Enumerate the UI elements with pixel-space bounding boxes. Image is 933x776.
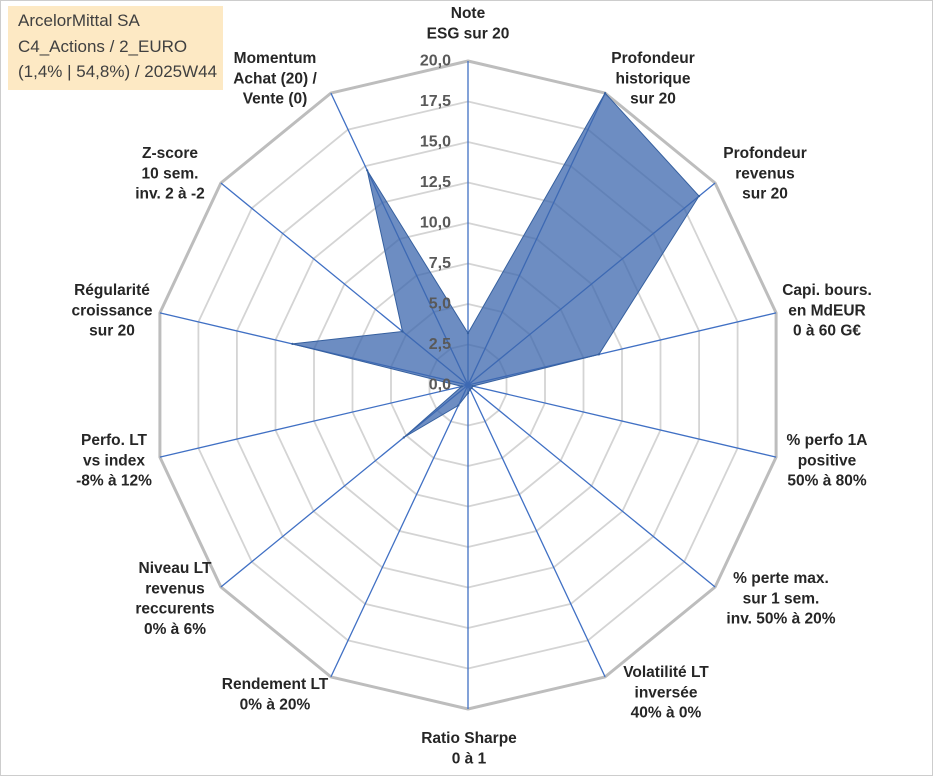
axis-label-line: Profondeur <box>611 50 695 67</box>
axis-label-line: Profondeur <box>723 145 807 162</box>
data-point <box>597 353 601 356</box>
axis-label: % perte max. sur 1 sem. inv. 50% à 20% <box>726 570 835 628</box>
chart-title: ArcelorMittal SA <box>18 11 140 30</box>
title-box: ArcelorMittal SA C4_Actions / 2_EURO (1,… <box>8 6 223 90</box>
axis-label: Volatilité LT inversée 40% à 0% <box>623 664 709 722</box>
axis-label: Ratio Sharpe 0 à 1 <box>421 730 517 767</box>
axis-label-line: inv. 50% à 20% <box>726 610 835 627</box>
axis-label: % perfo 1A positive 50% à 80% <box>787 432 868 490</box>
data-point <box>466 392 470 395</box>
axis-label: Perfo. LT vs index -8% à 12% <box>76 432 152 490</box>
chart-subtitle-line: C4_Actions / 2_EURO <box>18 36 188 56</box>
axis-label-line: revenus <box>145 580 204 597</box>
axis-spoke <box>467 384 716 588</box>
axis-label-line: Volatilité LT <box>623 664 709 681</box>
tick-label: 12,5 <box>420 174 451 191</box>
axis-label-line: sur 20 <box>89 322 135 339</box>
axis-label-line: Capi. bours. <box>782 282 872 299</box>
axis-spoke <box>467 384 777 458</box>
axis-label-line: Vente (0) <box>243 90 308 107</box>
axis-label-line: Z-score <box>142 145 198 162</box>
tick-label: 20,0 <box>420 53 451 70</box>
axis-label-line: 10 sem. <box>142 165 199 182</box>
axis-label-line: % perfo 1A <box>787 432 868 449</box>
axis-label-line: inv. 2 à -2 <box>135 185 205 202</box>
data-point <box>471 385 474 388</box>
axis-label-line: croissance <box>72 302 153 319</box>
axis-spoke <box>467 384 606 678</box>
data-point <box>466 332 470 335</box>
axis-label-line: 0 à 60 G€ <box>793 322 861 339</box>
axis-label-line: positive <box>798 452 857 469</box>
data-point <box>697 195 701 198</box>
tick-label: 15,0 <box>420 134 451 151</box>
axis-label-line: -8% à 12% <box>76 472 152 489</box>
radial-tick-labels: 0,0 2,5 5,0 7,5 10,0 12,5 15,0 17,5 20,0 <box>420 53 451 394</box>
axis-label-line: Perfo. LT <box>81 432 148 449</box>
axis-label: Z-score 10 sem. inv. 2 à -2 <box>135 145 205 203</box>
axis-label-line: vs index <box>83 452 145 469</box>
axis-label-line: 40% à 0% <box>631 704 702 721</box>
axis-labels: Note ESG sur 20 Profondeur historique sur 20… <box>72 5 872 767</box>
axis-label-line: Ratio Sharpe <box>421 730 517 747</box>
data-point <box>604 92 607 95</box>
data-point <box>460 385 463 388</box>
axis-label-line: 50% à 80% <box>787 472 866 489</box>
tick-label: 17,5 <box>420 93 451 110</box>
axis-spoke <box>159 384 469 458</box>
axis-label: Régularité croissance sur 20 <box>72 282 153 340</box>
axis-label-line: sur 1 sem. <box>743 590 820 607</box>
axis-label-line: Rendement LT <box>222 676 329 693</box>
data-point <box>457 404 460 407</box>
axis-label-line: sur 20 <box>742 185 788 202</box>
axis-label-line: sur 20 <box>630 90 676 107</box>
axis-label-line: Niveau LT <box>139 560 212 577</box>
axis-label-line: 0% à 20% <box>240 696 311 713</box>
axis-spoke <box>330 384 469 678</box>
data-series <box>291 92 701 439</box>
axis-label: Note ESG sur 20 <box>427 5 510 42</box>
tick-label: 7,5 <box>429 255 451 272</box>
axis-label: Profondeur revenus sur 20 <box>723 145 807 203</box>
axis-label-line: 0% à 6% <box>144 620 206 637</box>
data-point <box>366 169 369 172</box>
axis-label: Niveau LT revenus reccurents 0% à 6% <box>135 560 214 638</box>
tick-label: 5,0 <box>429 296 451 313</box>
axis-label-line: ESG sur 20 <box>427 25 510 42</box>
tick-label: 0,0 <box>429 377 451 394</box>
axis-label-line: reccurents <box>135 600 214 617</box>
axis-label: Rendement LT 0% à 20% <box>222 676 329 713</box>
axis-label-line: revenus <box>735 165 794 182</box>
axis-label-line: Achat (20) / <box>233 70 317 87</box>
axis-label-line: 0 à 1 <box>452 750 487 767</box>
axis-label-line: en MdEUR <box>788 302 866 319</box>
axis-label-line: Momentum <box>234 50 317 67</box>
data-point <box>469 388 472 391</box>
axis-label: Momentum Achat (20) / Vente (0) <box>233 50 317 108</box>
axis-label: Profondeur historique sur 20 <box>611 50 695 108</box>
axis-label-line: inversée <box>635 684 698 701</box>
axis-label-line: % perte max. <box>733 570 829 587</box>
tick-label: 2,5 <box>429 336 451 353</box>
data-point <box>470 386 473 390</box>
chart-subtitle-line: (1,4% | 54,8%) / 2025W44 <box>18 62 218 81</box>
axis-label-line: Note <box>451 5 486 22</box>
axis-label-line: historique <box>616 70 691 87</box>
data-point <box>402 436 405 439</box>
data-point <box>401 330 404 333</box>
tick-label: 10,0 <box>420 215 451 232</box>
data-point <box>291 342 294 345</box>
axis-label-line: Régularité <box>74 282 150 299</box>
axis-label: Capi. bours. en MdEUR 0 à 60 G€ <box>782 282 872 340</box>
